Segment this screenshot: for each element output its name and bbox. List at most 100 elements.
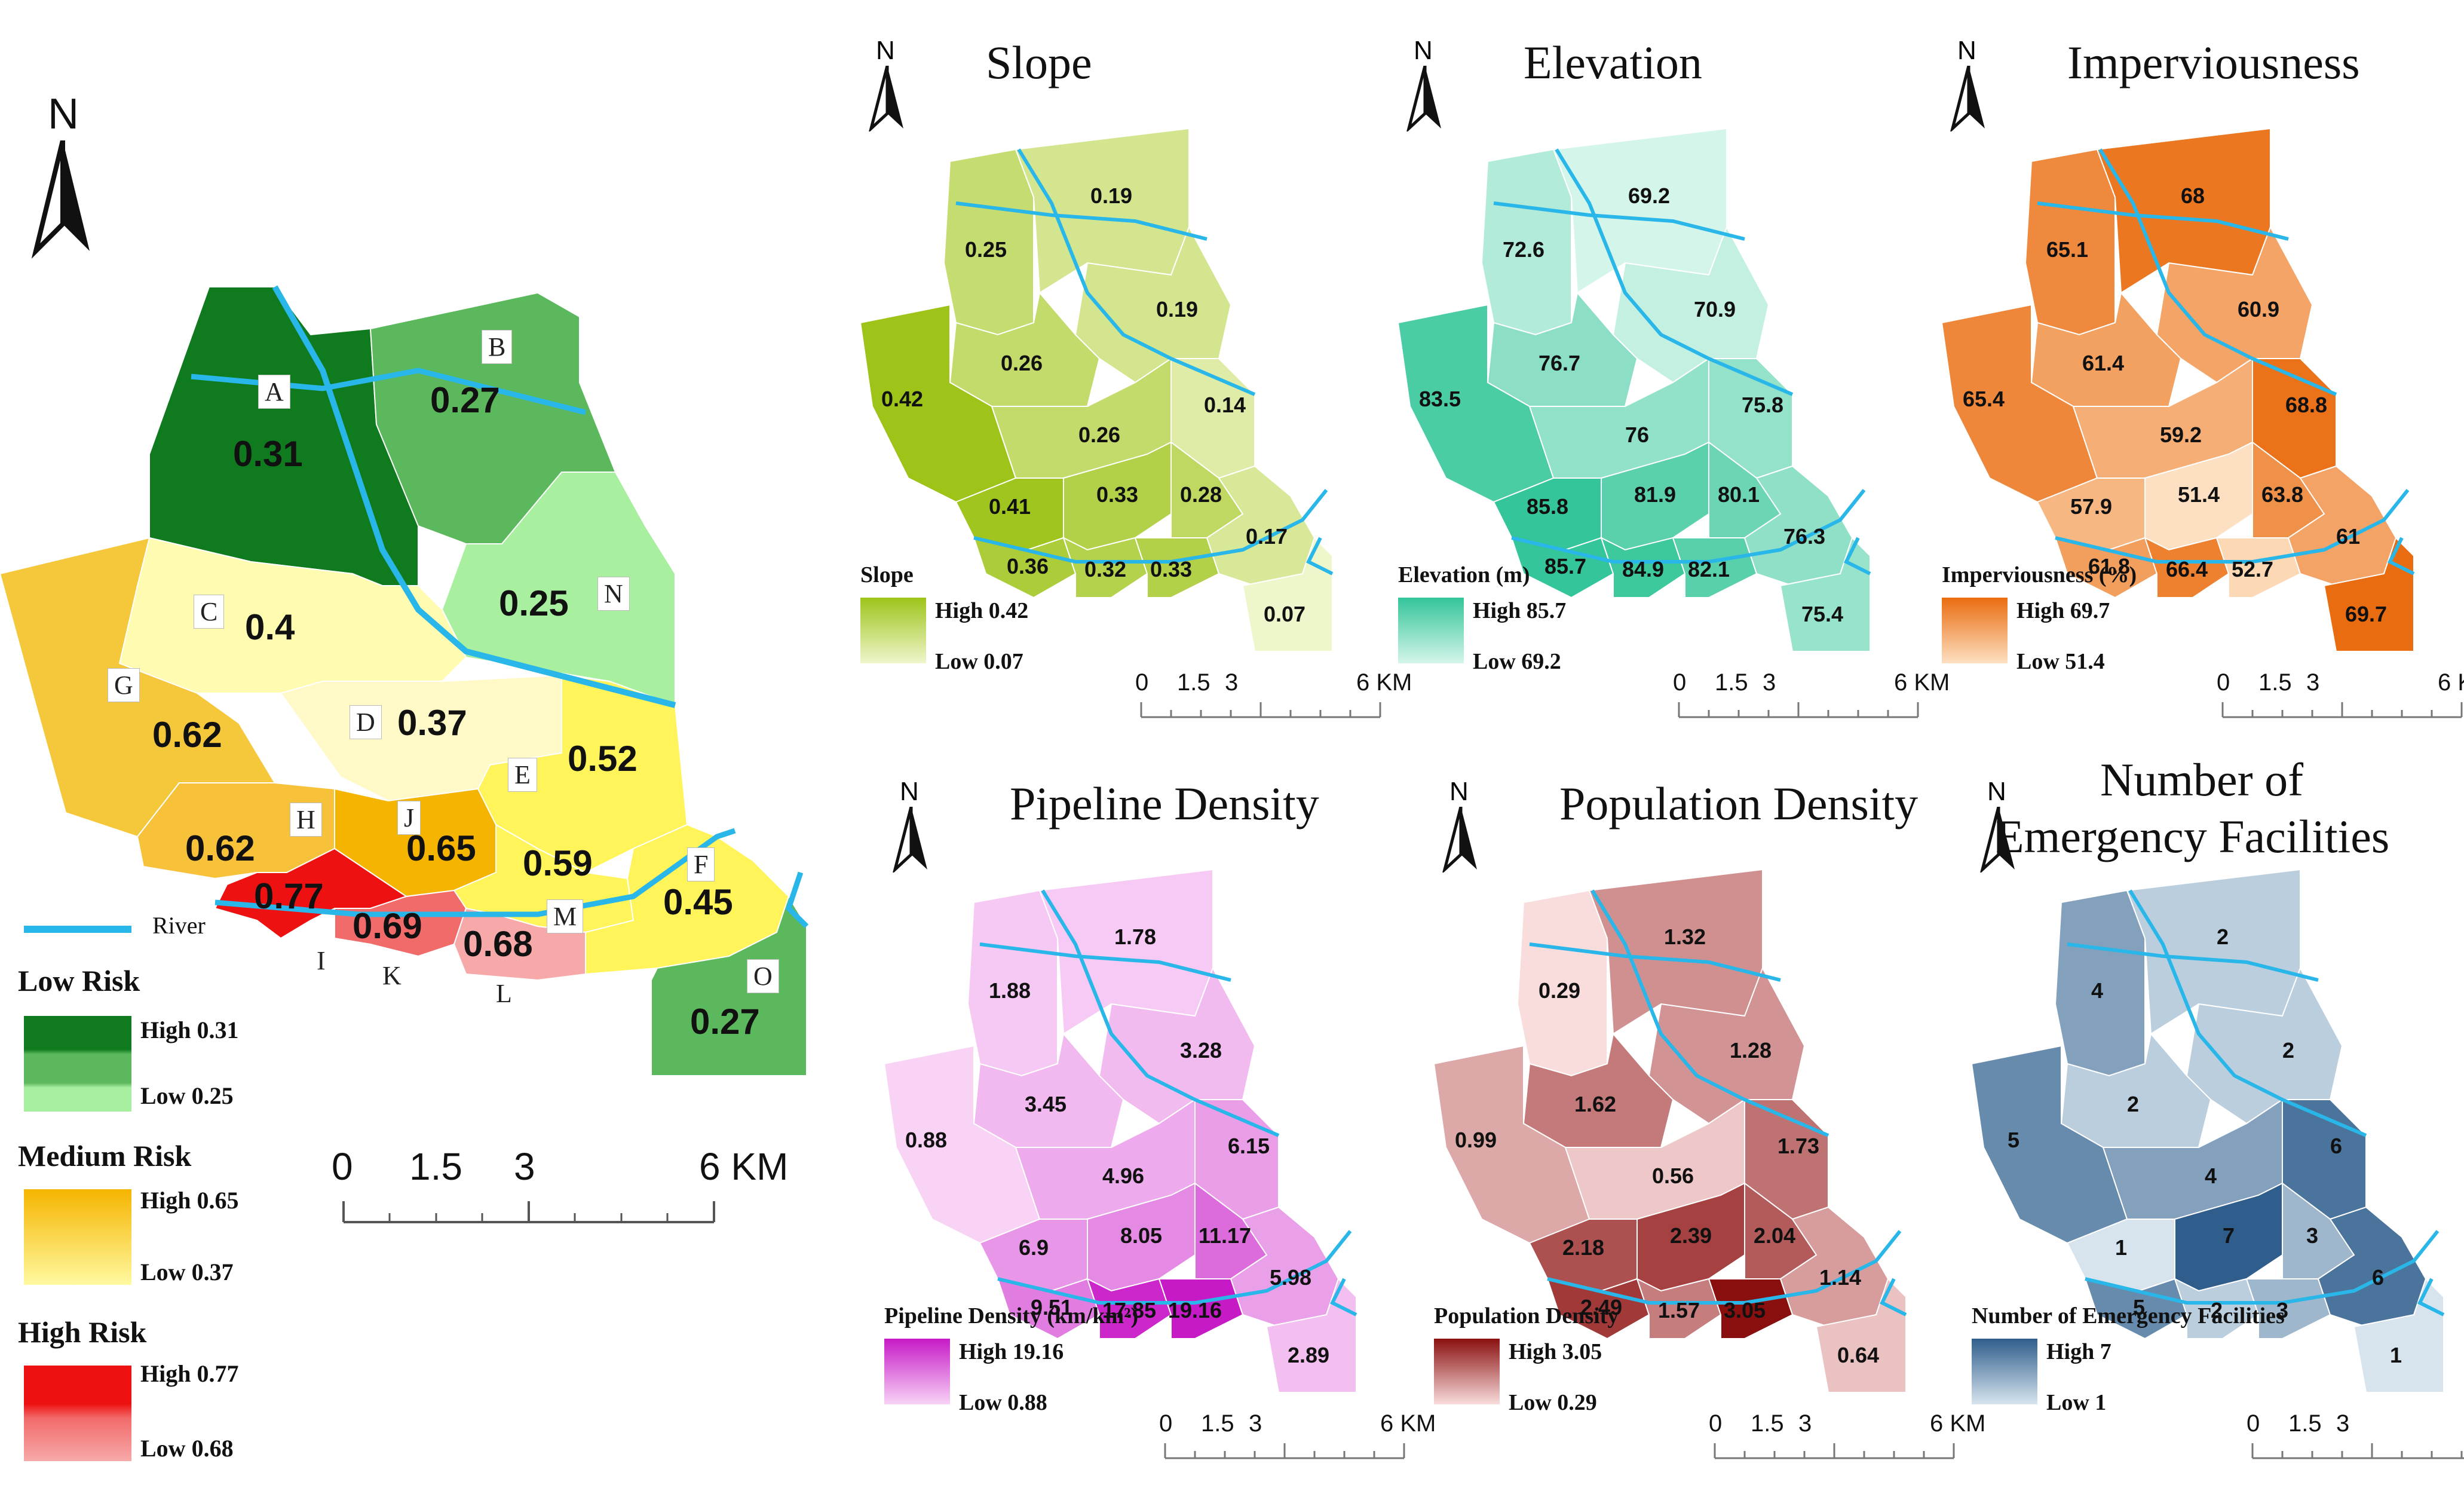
region-value: 3.28 [1180,1038,1222,1063]
legend-low: Low 0.29 [1509,1390,1597,1415]
region-14[interactable] [2323,537,2414,652]
region-11[interactable] [2144,537,2230,598]
scale-label: 3 [1763,669,1776,696]
scale-label: 0 [1159,1410,1173,1437]
region-value: 3 [2306,1223,2318,1248]
region-14[interactable] [2353,1278,2444,1393]
region-value: 80.1 [1718,482,1760,507]
region-14[interactable] [1779,537,1871,652]
risk-value-I: 0.77 [254,876,324,916]
scale-label: 6 KM [1930,1410,1986,1437]
legend-swatch [1434,1339,1500,1404]
region-value: 75.8 [1742,393,1783,417]
scale-label: 0 [1135,669,1149,696]
region-value: 75.4 [1801,602,1843,626]
north-arrow-icon: N [1404,36,1446,134]
region-value: 61.8 [2088,554,2130,578]
region-value: 0.14 [1204,393,1246,417]
region-value: 0.19 [1090,183,1132,208]
district-label-I: I [317,946,326,975]
district-label-G: G [108,668,140,702]
risk-values: 0.31 0.27 0.4 0.37 0.52 0.45 0.62 0.62 0… [152,380,760,1042]
river-line [1529,942,1781,982]
river-line [1041,889,1280,1137]
scale-label: 0 [1673,669,1687,696]
region-value: 3.45 [1025,1092,1066,1116]
district-label-F: F [687,847,715,881]
region-value: 76 [1625,423,1649,447]
region-value: 66.4 [2166,557,2208,581]
elevation-map: 72.6 69.2 76.7 70.9 83.5 76 75.8 85.8 81.9 80.1 85… [1397,127,1871,652]
legend-swatch [1972,1339,2037,1404]
river-line [1843,537,1871,575]
region-12[interactable] [2245,1278,2331,1339]
region-value: 1.57 [1658,1298,1700,1323]
pipeline-map: 1.88 1.78 3.45 3.28 0.88 4.96 6.15 6.9 8.05 11.17… [883,868,1357,1393]
region-value: 0.26 [1078,423,1120,447]
panel-title: Elevation [1524,36,1702,88]
region-11[interactable] [1636,1278,1722,1339]
river-line [1511,489,1866,564]
region-12[interactable] [1134,537,1220,598]
region-value: 0.99 [1455,1128,1497,1152]
river-line [2037,201,2289,241]
region-L[interactable] [453,907,586,981]
region-11[interactable] [1062,537,1148,598]
risk-value-E: 0.52 [568,739,638,779]
north-arrow-icon: N [1978,777,2019,875]
high-risk-low: Low 0.68 [140,1435,234,1462]
scale-bar [1140,702,1381,718]
region-value: 6 [2330,1134,2342,1158]
region-12[interactable] [1158,1278,1244,1339]
scale-bar [2221,702,2463,718]
main-north-arrow: N [24,90,102,259]
region-11[interactable] [2174,1278,2260,1339]
river-line [1879,1278,1907,1317]
region-value: 60.9 [2238,297,2279,322]
scale-label: 6 KM [2438,669,2464,696]
high-risk-title: High Risk [18,1315,147,1349]
river-line [1305,537,1334,575]
region-value: 1.62 [1574,1092,1616,1116]
legend-low: Low 0.07 [935,649,1023,674]
region-11[interactable] [1086,1278,1172,1339]
river-line [979,942,1231,982]
region-14[interactable] [1265,1278,1357,1393]
region-value: 59.2 [2160,423,2202,447]
region-value: 0.19 [1156,297,1198,322]
population-map: 0.29 1.32 1.62 1.28 0.99 0.56 1.73 2.18 2.39 2.04… [1433,868,1907,1393]
scale-bar [1164,1443,1405,1459]
region-14[interactable] [1815,1278,1907,1393]
risk-value-C: 0.4 [245,607,295,647]
scale-label: 6 KM [1380,1410,1436,1437]
legend-swatch [1398,598,1464,663]
region-14[interactable] [1242,537,1333,652]
region-value: 68 [2181,183,2205,208]
district-label-J: J [397,801,421,835]
scale-label: 6 KM [1894,669,1950,696]
scale-bar [2251,1443,2464,1459]
panel-title: Imperviousness [2067,36,2360,88]
risk-value-N: 0.25 [499,583,569,623]
region-O[interactable] [651,895,807,1076]
panel-title: Population Density [1559,777,1919,829]
legend-high: High 69.7 [2016,598,2110,623]
legend-title: Population Density [1434,1303,1619,1328]
region-12[interactable] [2215,537,2301,598]
scale-label: 1.5 [1201,1410,1234,1437]
region-12[interactable] [1708,1278,1794,1339]
region-value: 68.8 [2285,393,2327,417]
main-scale-label: 3 [514,1145,535,1188]
region-value: 1.28 [1730,1038,1772,1063]
region-value: 4 [2091,978,2103,1003]
facilities-map: 4 2 2 2 5 4 6 1 7 3 5 2 3 6 1 [1970,868,2445,1393]
region-11[interactable] [1600,537,1686,598]
legend-high: High 85.7 [1473,598,1567,623]
region-12[interactable] [1672,537,1758,598]
river-line [2128,889,2367,1137]
legend-swatch [884,1339,950,1404]
river-line [997,1230,1352,1305]
region-value: 65.1 [2046,237,2088,262]
medium-risk-low: Low 0.37 [140,1259,234,1285]
region-value: 6.15 [1228,1134,1270,1158]
